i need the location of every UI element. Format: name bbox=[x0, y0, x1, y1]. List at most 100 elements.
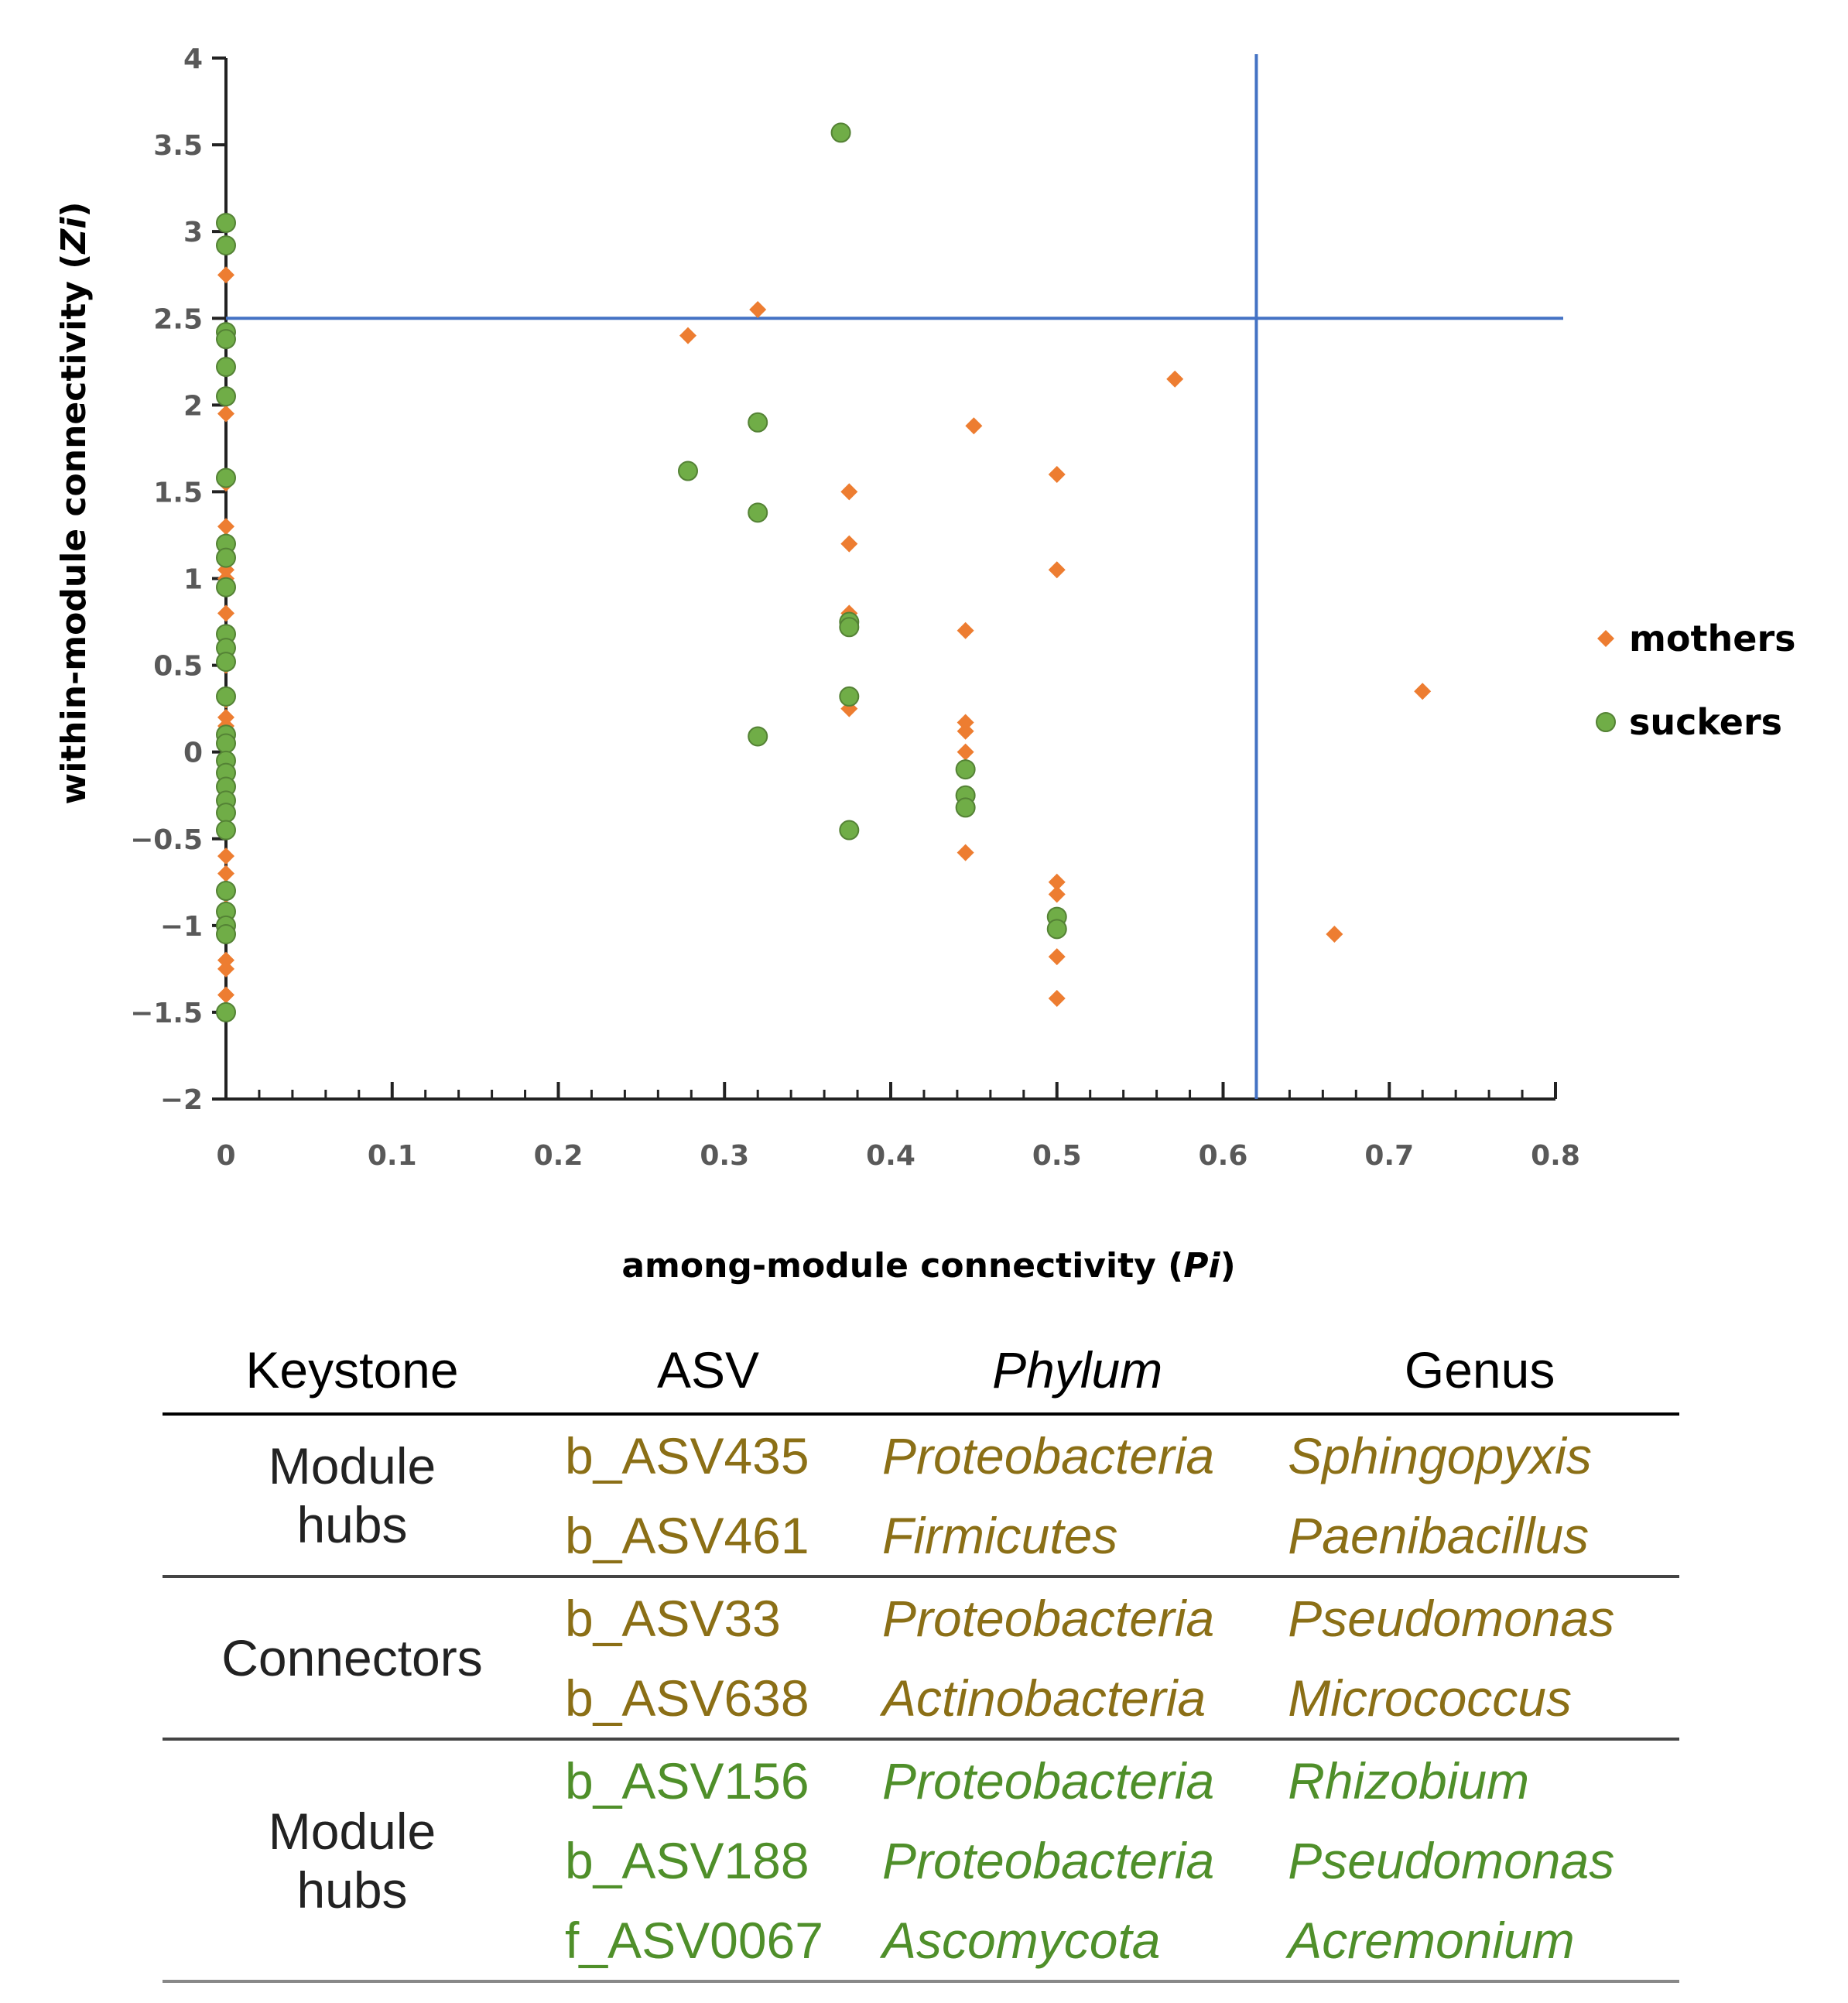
suckers-point bbox=[216, 577, 236, 597]
mothers-point bbox=[217, 518, 234, 536]
suckers-point bbox=[216, 467, 236, 488]
genus-cell: Micrococcus bbox=[1288, 1669, 1573, 1727]
mothers-point bbox=[1048, 989, 1066, 1007]
genus-cell: Pseudomonas bbox=[1288, 1589, 1615, 1647]
x-tick-label: 0 bbox=[216, 1140, 235, 1172]
mothers-point bbox=[217, 951, 234, 969]
mothers-point bbox=[1166, 370, 1184, 388]
y-tick-label: 2.5 bbox=[153, 303, 203, 335]
table-row: b_ASV461 Firmicutes Paenibacillus bbox=[163, 1495, 1679, 1577]
mothers-point bbox=[1048, 885, 1066, 903]
phylum-cell: Proteobacteria bbox=[882, 1589, 1215, 1647]
suckers-point bbox=[216, 881, 236, 901]
header-phylum: Phylum bbox=[992, 1341, 1163, 1399]
y-axis-title: within-module connectivity (Zi) bbox=[54, 202, 94, 805]
genus-cell: Acremonium bbox=[1288, 1911, 1575, 1969]
series-suckers bbox=[216, 122, 1067, 1022]
asv-cell: b_ASV156 bbox=[565, 1751, 809, 1810]
phylum-cell: Proteobacteria bbox=[882, 1426, 1215, 1484]
threshold-lines bbox=[226, 54, 1563, 1099]
y-tick-label: 2 bbox=[183, 390, 203, 422]
suckers-point bbox=[216, 357, 236, 378]
x-tick-label: 0.2 bbox=[534, 1140, 583, 1172]
suckers-point bbox=[955, 759, 976, 780]
suckers-point bbox=[216, 820, 236, 841]
mothers-point bbox=[840, 535, 858, 553]
phylum-cell: Proteobacteria bbox=[882, 1831, 1215, 1889]
y-tick-label: 4 bbox=[183, 43, 203, 75]
suckers-point bbox=[216, 686, 236, 707]
suckers-point bbox=[216, 386, 236, 407]
table-row: f_ASV0067 Ascomycota Acremonium bbox=[163, 1900, 1679, 1981]
suckers-point bbox=[216, 547, 236, 568]
legend-label-suckers: suckers bbox=[1629, 701, 1782, 743]
keystone-category-module-hubs-suckers: Module hubs bbox=[268, 1802, 436, 1919]
y-tick-label: 3 bbox=[183, 217, 203, 248]
mothers-point bbox=[957, 743, 974, 761]
scatter-chart: 0 0.1 0.2 0.3 0.4 0.5 0.6 0.7 0.8 4 3.5 3 2.5 2 1.5 1 0… bbox=[54, 43, 1796, 1286]
suckers-point bbox=[216, 235, 236, 256]
suckers-point bbox=[216, 803, 236, 823]
suckers-point bbox=[216, 212, 236, 233]
genus-cell: Sphingopyxis bbox=[1288, 1426, 1592, 1484]
suckers-point bbox=[678, 461, 699, 481]
table-row: b_ASV638 Actinobacteria Micrococcus bbox=[163, 1658, 1679, 1739]
x-tick-label: 0.6 bbox=[1199, 1140, 1248, 1172]
suckers-point bbox=[830, 122, 851, 143]
mothers-point bbox=[965, 417, 983, 435]
mothers-point bbox=[957, 714, 974, 731]
table-header-row: Keystone ASV Phylum Genus bbox=[163, 1327, 1679, 1414]
mothers-point bbox=[957, 621, 974, 639]
asv-cell: b_ASV33 bbox=[565, 1589, 781, 1647]
header-asv: ASV bbox=[656, 1341, 760, 1399]
suckers-point bbox=[839, 820, 860, 841]
suckers-point bbox=[1046, 919, 1067, 940]
suckers-point bbox=[955, 797, 976, 818]
mothers-point bbox=[1048, 948, 1066, 966]
x-axis-title: among-module connectivity (Pi) bbox=[621, 1246, 1235, 1286]
keystone-category-module-hubs: Module hubs bbox=[268, 1437, 436, 1553]
x-tick-label: 0.1 bbox=[368, 1140, 417, 1172]
y-tick-label: −0.5 bbox=[130, 824, 203, 856]
table-row: Connectors b_ASV33 Proteobacteria Pseudo… bbox=[163, 1577, 1679, 1687]
asv-cell: b_ASV188 bbox=[565, 1831, 809, 1889]
y-tick-label: 0.5 bbox=[153, 651, 203, 683]
x-tick-label: 0.3 bbox=[700, 1140, 749, 1172]
genus-cell: Rhizobium bbox=[1288, 1751, 1530, 1810]
mothers-point bbox=[217, 986, 234, 1004]
y-tick-label: 0 bbox=[183, 738, 203, 769]
genus-cell: Pseudomonas bbox=[1288, 1831, 1615, 1889]
y-tick-label: −1 bbox=[160, 911, 203, 943]
header-genus: Genus bbox=[1404, 1341, 1555, 1399]
suckers-point bbox=[748, 726, 768, 747]
x-tick-label: 0.8 bbox=[1531, 1140, 1580, 1172]
keystone-category-connectors: Connectors bbox=[221, 1629, 483, 1686]
mothers-point bbox=[1326, 926, 1343, 943]
mothers-point bbox=[217, 604, 234, 622]
suckers-point bbox=[216, 924, 236, 945]
mothers-point bbox=[749, 301, 767, 319]
table-row: b_ASV188 Proteobacteria Pseudomonas bbox=[163, 1820, 1679, 1900]
header-keystone: Keystone bbox=[245, 1341, 459, 1399]
table-row: Module hubs b_ASV156 Proteobacteria Rhizo… bbox=[163, 1739, 1679, 1919]
legend-label-mothers: mothers bbox=[1629, 618, 1796, 659]
asv-cell: b_ASV638 bbox=[565, 1669, 809, 1727]
genus-cell: Paenibacillus bbox=[1288, 1506, 1590, 1564]
phylum-cell: Ascomycota bbox=[882, 1911, 1161, 1969]
y-tick-label: 3.5 bbox=[153, 130, 203, 162]
mothers-point bbox=[217, 266, 234, 284]
legend-marker-suckers bbox=[1596, 712, 1616, 732]
suckers-point bbox=[216, 1002, 236, 1022]
asv-cell: f_ASV0067 bbox=[565, 1911, 823, 1969]
suckers-point bbox=[216, 652, 236, 673]
mothers-point bbox=[679, 327, 697, 344]
mothers-point bbox=[1048, 466, 1066, 483]
mothers-point bbox=[217, 708, 234, 726]
y-tick-label: −1.5 bbox=[130, 998, 203, 1029]
mothers-point bbox=[1048, 561, 1066, 579]
asv-cell: b_ASV461 bbox=[565, 1506, 809, 1564]
suckers-point bbox=[839, 617, 860, 638]
phylum-cell: Actinobacteria bbox=[882, 1669, 1206, 1727]
suckers-point bbox=[748, 412, 768, 433]
mothers-point bbox=[1048, 873, 1066, 891]
